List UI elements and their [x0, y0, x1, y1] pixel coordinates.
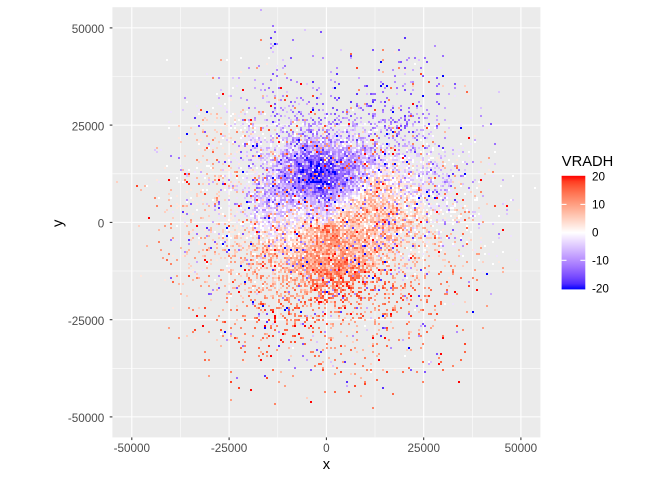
svg-text:x: x — [323, 457, 331, 473]
svg-text:50000: 50000 — [72, 23, 105, 36]
svg-text:-25000: -25000 — [68, 315, 105, 328]
svg-text:-50000: -50000 — [68, 412, 105, 425]
svg-text:0: 0 — [592, 227, 599, 240]
svg-text:-20: -20 — [592, 283, 609, 296]
svg-text:-10: -10 — [592, 255, 609, 268]
svg-text:25000: 25000 — [407, 442, 440, 455]
svg-text:0: 0 — [323, 442, 330, 455]
svg-text:-25000: -25000 — [211, 442, 248, 455]
svg-text:0: 0 — [98, 218, 105, 231]
svg-text:50000: 50000 — [505, 442, 538, 455]
svg-text:20: 20 — [592, 171, 606, 184]
svg-text:-50000: -50000 — [114, 442, 151, 455]
svg-text:25000: 25000 — [72, 120, 105, 133]
svg-text:y: y — [50, 219, 66, 227]
svg-text:VRADH: VRADH — [562, 154, 613, 170]
svg-text:10: 10 — [592, 199, 606, 212]
